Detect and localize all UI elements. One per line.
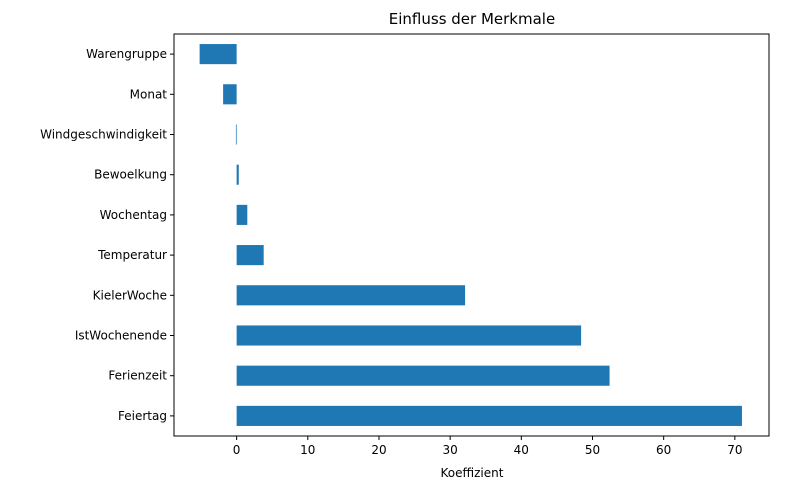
bar [236,325,582,346]
x-tick-label: 60 [656,443,671,457]
bar [236,245,264,266]
y-tick-label: Bewoelkung [94,168,167,182]
bar [236,164,239,185]
y-tick-label: KielerWoche [93,288,167,302]
x-tick-label: 0 [233,443,241,457]
bar [223,84,237,105]
x-axis-label: Koeffizient [441,466,504,480]
y-tick-label: Feiertag [118,409,167,423]
plot-frame [173,33,770,437]
x-tick-label: 70 [727,443,742,457]
x-tick-label: 40 [514,443,529,457]
y-tick-label: Ferienzeit [108,369,167,383]
bar [236,365,610,386]
y-axis: Warengruppe Monat Windgeschwindigkeit Bewoe… [40,47,174,423]
y-tick-label: Warengruppe [86,47,167,61]
x-tick-label: 20 [371,443,386,457]
bar [235,124,237,145]
bars-group [199,44,742,426]
bar [236,204,248,225]
x-axis: 0 10 20 30 40 50 60 70 [233,436,742,457]
y-tick-label: Temperatur [97,248,167,262]
chart-title: Einfluss der Merkmale [389,10,555,28]
y-tick-label: Windgeschwindigkeit [40,128,167,142]
y-tick-label: Monat [130,87,168,101]
x-tick-label: 10 [300,443,315,457]
bar [199,44,237,65]
bar [236,405,742,426]
x-tick-label: 30 [443,443,458,457]
y-tick-label: IstWochenende [75,329,167,343]
x-tick-label: 50 [585,443,600,457]
y-tick-label: Wochentag [100,208,167,222]
bar [236,285,466,306]
